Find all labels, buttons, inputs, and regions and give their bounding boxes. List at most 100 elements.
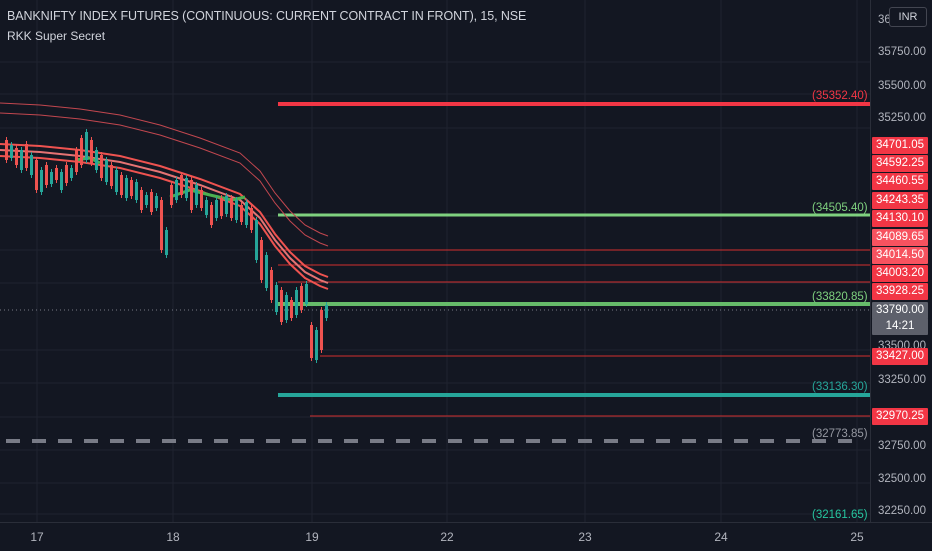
time-label: 23 [578, 530, 592, 544]
price-tick: 36 [878, 14, 891, 26]
time-label: 19 [305, 530, 319, 544]
candle-body [240, 205, 243, 222]
last-price-badge: 33790.00 [872, 302, 928, 319]
candle-body [195, 185, 198, 205]
candle-body [315, 330, 318, 360]
price-axis[interactable]: 36 INR 35750.00 35500.00 35250.00 33500.… [870, 0, 932, 522]
price-tick: 32250.00 [878, 505, 926, 517]
time-label: 18 [166, 530, 180, 544]
bar-countdown-badge: 14:21 [872, 318, 928, 335]
candle-body [145, 195, 148, 205]
candle-body [275, 285, 278, 312]
candle-body [200, 190, 203, 208]
band-upper-outer [0, 102, 329, 237]
level-label-pivot: (33820.85) [812, 291, 868, 303]
candle-body [160, 200, 163, 250]
currency-button[interactable]: INR [889, 7, 927, 27]
candle-body [85, 132, 88, 160]
price-badge: 34701.05 [872, 137, 928, 154]
candle-body [210, 205, 213, 225]
candle-body [20, 150, 23, 170]
candle-body [110, 165, 113, 186]
candle-body [80, 138, 83, 165]
candle-body [105, 160, 108, 182]
level-label-support-2: (32773.85) [812, 428, 868, 440]
candle-body [100, 155, 103, 178]
candle-body [220, 198, 223, 216]
price-badge: 34592.25 [872, 155, 928, 172]
price-badge: 34014.50 [872, 247, 928, 264]
band-mid-upper [0, 143, 329, 278]
candle-body [300, 286, 303, 310]
candle-body [65, 165, 68, 183]
candle-body [140, 190, 143, 210]
price-tick: 32500.00 [878, 473, 926, 485]
candle-body [310, 325, 313, 358]
candle-body [155, 196, 158, 208]
candle-body [295, 290, 298, 315]
candle-body [10, 145, 13, 158]
time-label: 24 [714, 530, 728, 544]
candle-body [255, 220, 258, 260]
band-upper-inner [0, 112, 329, 247]
candle-body [60, 172, 63, 190]
candle-body [45, 165, 48, 185]
price-badge: 33427.00 [872, 348, 928, 365]
candle-body [115, 170, 118, 192]
candle-body [305, 284, 308, 304]
level-label-support-3: (32161.65) [812, 509, 868, 521]
candle-body [205, 200, 208, 215]
symbol-title[interactable]: BANKNIFTY INDEX FUTURES (CONTINUOUS: CUR… [7, 9, 527, 23]
candle-body [50, 172, 53, 184]
price-tick: 35250.00 [878, 112, 926, 124]
candle-body [75, 150, 78, 172]
candle-body [270, 270, 273, 300]
price-chart[interactable] [0, 0, 870, 522]
price-tick: 35500.00 [878, 80, 926, 92]
price-badge: 34003.20 [872, 265, 928, 282]
candle-body [325, 305, 328, 318]
candle-body [185, 178, 188, 198]
candle-body [290, 300, 293, 318]
candle-body [285, 295, 288, 320]
level-label-resistance-1: (35352.40) [812, 90, 868, 102]
level-label-resistance-2: (34505.40) [812, 202, 868, 214]
price-tick: 35750.00 [878, 46, 926, 58]
indicator-name[interactable]: RKK Super Secret [7, 29, 106, 43]
price-badge: 33928.25 [872, 283, 928, 300]
candle-body [135, 182, 138, 200]
candle-body [280, 290, 283, 322]
candle-body [90, 140, 93, 163]
chart-pane[interactable]: BANKNIFTY INDEX FUTURES (CONTINUOUS: CUR… [0, 0, 870, 522]
price-badge: 34460.55 [872, 173, 928, 190]
level-label-support-1: (33136.30) [812, 381, 868, 393]
time-axis[interactable]: 17 18 19 22 23 24 25 [0, 522, 932, 551]
candle-body [70, 168, 73, 178]
candle-body [230, 198, 233, 218]
time-label: 25 [850, 530, 864, 544]
price-badge: 34130.10 [872, 210, 928, 227]
candle-body [175, 180, 178, 200]
candle-body [165, 230, 168, 255]
candle-body [30, 155, 33, 175]
candle-body [235, 200, 238, 220]
candle-body [5, 140, 8, 160]
candle-body [245, 202, 248, 225]
candle-body [25, 144, 28, 168]
time-label: 22 [440, 530, 454, 544]
candle-body [180, 175, 183, 195]
price-badge: 34243.35 [872, 192, 928, 209]
price-badge: 32970.25 [872, 408, 928, 425]
candle-body [150, 192, 153, 212]
time-label: 17 [30, 530, 44, 544]
candle-body [40, 170, 43, 192]
candle-body [95, 150, 98, 170]
candle-body [120, 175, 123, 195]
candle-body [170, 185, 173, 205]
candle-body [320, 310, 323, 350]
candle-body [260, 240, 263, 280]
price-tick: 33250.00 [878, 374, 926, 386]
price-tick: 32750.00 [878, 440, 926, 452]
candle-body [125, 178, 128, 198]
candle-body [130, 180, 133, 196]
